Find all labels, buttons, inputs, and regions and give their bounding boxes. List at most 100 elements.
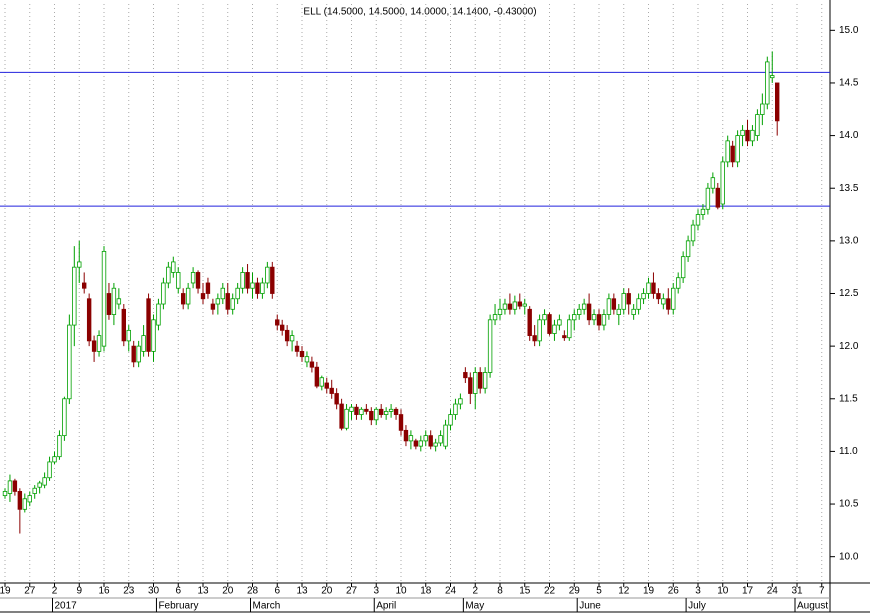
candle-body bbox=[220, 287, 225, 300]
candle-body bbox=[171, 261, 176, 273]
y-tick-label: 13.0 bbox=[839, 236, 859, 247]
x-tick-label: 2 bbox=[472, 586, 478, 597]
candle-body bbox=[299, 350, 305, 358]
x-tick-label: 10 bbox=[395, 586, 407, 597]
candle-body bbox=[388, 408, 394, 412]
candle-body bbox=[374, 408, 379, 421]
candle-body bbox=[309, 361, 315, 368]
candle-body bbox=[12, 480, 18, 492]
candle-body bbox=[369, 411, 374, 421]
candle-body bbox=[740, 129, 745, 136]
candle-body bbox=[715, 187, 720, 208]
candle-body bbox=[151, 319, 156, 352]
candle-body bbox=[552, 324, 557, 334]
candle-body bbox=[438, 435, 443, 444]
candle-body bbox=[72, 266, 77, 326]
candle-body bbox=[156, 303, 161, 326]
candle-body bbox=[547, 314, 552, 334]
month-label: 2017 bbox=[55, 601, 78, 612]
candle-body bbox=[517, 301, 522, 307]
candle-body bbox=[86, 298, 92, 342]
candle-body bbox=[106, 293, 112, 315]
candle-body bbox=[621, 293, 626, 310]
candle-body bbox=[666, 298, 671, 310]
candle-body bbox=[492, 314, 498, 321]
candle-body bbox=[700, 208, 706, 215]
x-tick-label: 30 bbox=[148, 586, 160, 597]
candle-body bbox=[284, 329, 290, 342]
month-label: April bbox=[376, 601, 396, 612]
candle-body bbox=[22, 498, 27, 510]
x-tick-label: 16 bbox=[98, 586, 110, 597]
candle-body bbox=[477, 372, 483, 389]
x-tick-label: 20 bbox=[321, 586, 333, 597]
candle-body bbox=[710, 177, 716, 189]
month-label: March bbox=[253, 601, 281, 612]
candle-body bbox=[750, 129, 755, 142]
candle-body bbox=[324, 382, 329, 389]
x-tick-label: 13 bbox=[197, 586, 209, 597]
candle-body bbox=[116, 298, 122, 305]
candle-body bbox=[289, 335, 295, 342]
x-tick-label: 27 bbox=[24, 586, 36, 597]
candle-body bbox=[596, 314, 602, 326]
candle-body bbox=[705, 187, 711, 210]
month-label: June bbox=[579, 601, 601, 612]
candle-body bbox=[329, 387, 334, 394]
candle-body bbox=[522, 303, 527, 307]
candle-body bbox=[562, 335, 567, 339]
candle-body bbox=[17, 491, 23, 510]
candle-body bbox=[235, 287, 240, 300]
candle-body bbox=[601, 314, 607, 326]
candle-body bbox=[314, 366, 320, 387]
candle-body bbox=[507, 303, 513, 310]
x-tick-label: 12 bbox=[618, 586, 630, 597]
candle-body bbox=[304, 356, 310, 363]
y-tick-label: 11.0 bbox=[839, 446, 858, 457]
candle-body bbox=[606, 298, 612, 315]
candle-body bbox=[487, 319, 493, 373]
candle-body bbox=[111, 287, 117, 315]
y-tick-label: 14.0 bbox=[839, 130, 859, 141]
y-tick-label: 14.5 bbox=[839, 78, 859, 89]
candle-body bbox=[230, 298, 235, 310]
candle-body bbox=[215, 298, 221, 305]
candle-body bbox=[364, 408, 369, 412]
x-tick-label: 26 bbox=[668, 586, 680, 597]
candle-body bbox=[537, 319, 542, 342]
candle-body bbox=[27, 495, 32, 503]
candle-body bbox=[760, 103, 765, 115]
month-label: August bbox=[797, 601, 828, 612]
candle-body bbox=[611, 298, 617, 310]
candle-body bbox=[735, 135, 740, 163]
x-tick-label: 19 bbox=[643, 586, 655, 597]
candle-body bbox=[200, 293, 206, 300]
candle-body bbox=[190, 272, 196, 284]
candle-body bbox=[185, 287, 191, 305]
candle-body bbox=[195, 272, 201, 289]
x-tick-label: 3 bbox=[695, 586, 701, 597]
candle-body bbox=[418, 440, 423, 447]
candle-body bbox=[250, 282, 255, 289]
candle-body bbox=[408, 435, 414, 442]
x-tick-label: 17 bbox=[742, 586, 754, 597]
candle-body bbox=[225, 293, 230, 310]
y-tick-label: 15.0 bbox=[839, 25, 859, 36]
candle-body bbox=[512, 301, 518, 310]
month-label: February bbox=[158, 601, 198, 612]
candle-body bbox=[136, 345, 141, 363]
x-tick-label: 28 bbox=[247, 586, 259, 597]
candle-body bbox=[690, 224, 696, 242]
candle-body bbox=[393, 408, 399, 415]
candle-body bbox=[354, 406, 359, 415]
y-tick-label: 11.5 bbox=[839, 393, 858, 404]
candle-body bbox=[577, 308, 582, 315]
x-tick-label: 29 bbox=[569, 586, 581, 597]
candle-body bbox=[468, 377, 473, 394]
x-tick-label: 6 bbox=[274, 586, 280, 597]
x-tick-label: 2 bbox=[52, 586, 58, 597]
candle-body bbox=[47, 461, 52, 479]
y-tick-label: 10.0 bbox=[839, 551, 859, 562]
candle-body bbox=[91, 340, 97, 352]
